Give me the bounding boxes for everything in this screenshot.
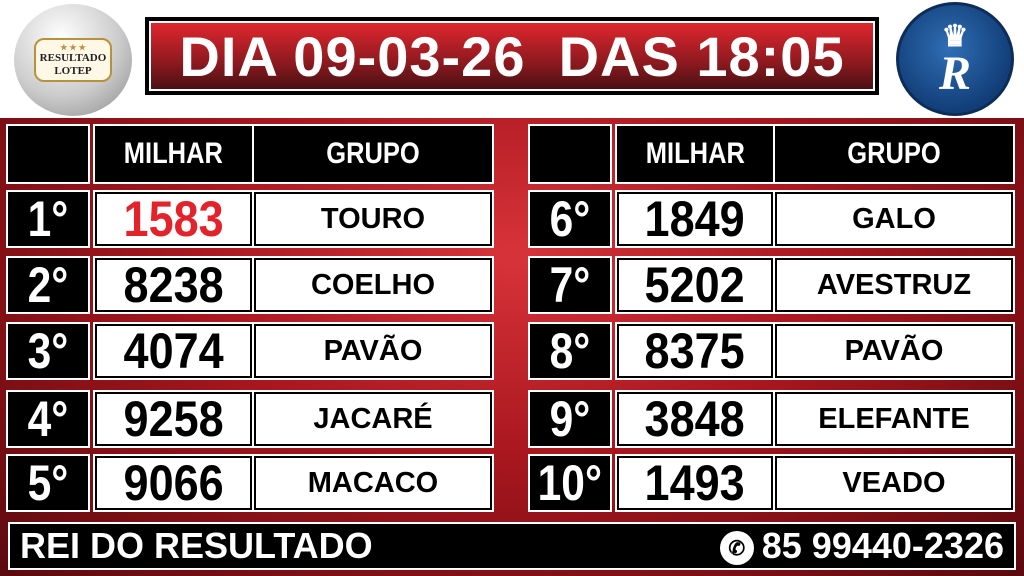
position-cell: 1°: [6, 190, 90, 248]
grupo-cell-text: ELEFANTE: [818, 402, 970, 435]
position-cell-text: 2°: [27, 257, 69, 313]
grupo-cell: GALO: [773, 190, 1015, 248]
position-cell-text: 5°: [27, 455, 69, 511]
header-milhar: MILHAR: [93, 124, 254, 184]
logo-letter: R: [938, 47, 971, 101]
grupo-cell: JACARÉ: [252, 390, 494, 448]
grupo-cell: ELEFANTE: [773, 390, 1015, 448]
date-time-banner: DIA 09-03-26 DAS 18:05: [145, 17, 879, 95]
position-cell: 5°: [6, 454, 90, 512]
header-milhar: MILHAR: [615, 124, 775, 184]
grupo-cell-text: TOURO: [320, 202, 426, 235]
grupo-cell-text: COELHO: [310, 268, 436, 301]
header-grupo: GRUPO: [773, 124, 1015, 184]
position-cell-text: 9°: [549, 391, 591, 447]
grupo-cell-text: MACACO: [307, 466, 439, 499]
position-cell: 2°: [6, 256, 90, 314]
milhar-cell-text: 8238: [123, 257, 224, 313]
position-cell: 3°: [6, 322, 90, 380]
grupo-cell: AVESTRUZ: [773, 256, 1015, 314]
grupo-cell-text: AVESTRUZ: [816, 268, 972, 301]
milhar-cell-text: 1583: [123, 191, 224, 247]
grupo-cell: MACACO: [252, 454, 494, 512]
grupo-cell-text: GALO: [852, 202, 936, 235]
milhar-cell-text: 9066: [123, 455, 224, 511]
milhar-cell-text: 9258: [123, 391, 224, 447]
grupo-cell: COELHO: [252, 256, 494, 314]
position-cell-text: 8°: [549, 323, 591, 379]
milhar-cell: 4074: [93, 322, 254, 380]
milhar-cell-text: 3848: [644, 391, 746, 447]
header-grupo-text: GRUPO: [847, 137, 941, 170]
milhar-cell-text: 1493: [644, 455, 746, 511]
grupo-cell-text: VEADO: [842, 466, 946, 499]
milhar-cell: 1849: [615, 190, 775, 248]
resultado-lotep-logo: ★ ★ ★ RESULTADO LOTEP: [14, 4, 132, 116]
position-cell-text: 7°: [549, 257, 591, 313]
position-cell-text: 3°: [27, 323, 69, 379]
position-cell-text: 1°: [27, 191, 69, 247]
header-position-cell: [528, 124, 612, 184]
grupo-cell: VEADO: [773, 454, 1015, 512]
position-cell-text: 4°: [27, 391, 69, 447]
position-cell: 7°: [528, 256, 612, 314]
header-milhar-text: MILHAR: [645, 137, 745, 170]
milhar-cell-text: 8375: [644, 323, 746, 379]
position-cell-text: 10°: [537, 455, 603, 511]
date-time-title: DIA 09-03-26 DAS 18:05: [149, 21, 875, 91]
header-grupo-text: GRUPO: [326, 137, 420, 170]
milhar-cell: 1493: [615, 454, 775, 512]
position-cell: 8°: [528, 322, 612, 380]
milhar-cell: 1583: [93, 190, 254, 248]
header-grupo: GRUPO: [252, 124, 494, 184]
logo-text-1: RESULTADO: [39, 51, 107, 64]
position-cell-text: 6°: [549, 191, 591, 247]
milhar-cell-text: 5202: [644, 257, 746, 313]
header-position-cell: [6, 124, 90, 184]
phone-contact: ✆ 85 99440-2326: [719, 525, 1004, 567]
milhar-cell: 3848: [615, 390, 775, 448]
brand-name: REI DO RESULTADO: [20, 525, 373, 566]
phone-number: 85 99440-2326: [761, 525, 1004, 566]
grupo-cell-text: PAVÃO: [844, 334, 944, 367]
position-cell: 10°: [528, 454, 612, 512]
milhar-cell-text: 4074: [123, 323, 224, 379]
milhar-cell: 8238: [93, 256, 254, 314]
logo-text-2: LOTEP: [54, 64, 92, 77]
milhar-cell: 8375: [615, 322, 775, 380]
footer-bar: REI DO RESULTADO ✆ 85 99440-2326: [8, 522, 1016, 570]
grupo-cell-text: PAVÃO: [323, 334, 423, 367]
rei-logo: ♛ R: [896, 2, 1014, 116]
milhar-cell: 9066: [93, 454, 254, 512]
whatsapp-icon: ✆: [719, 531, 754, 566]
position-cell: 9°: [528, 390, 612, 448]
grupo-cell: PAVÃO: [773, 322, 1015, 380]
position-cell: 4°: [6, 390, 90, 448]
milhar-cell: 5202: [615, 256, 775, 314]
header-milhar-text: MILHAR: [123, 137, 224, 170]
crown-icon: ♛: [941, 20, 969, 54]
grupo-cell-text: JACARÉ: [313, 402, 433, 435]
milhar-cell: 9258: [93, 390, 254, 448]
grupo-cell: PAVÃO: [252, 322, 494, 380]
grupo-cell: TOURO: [252, 190, 494, 248]
milhar-cell-text: 1849: [644, 191, 746, 247]
position-cell: 6°: [528, 190, 612, 248]
